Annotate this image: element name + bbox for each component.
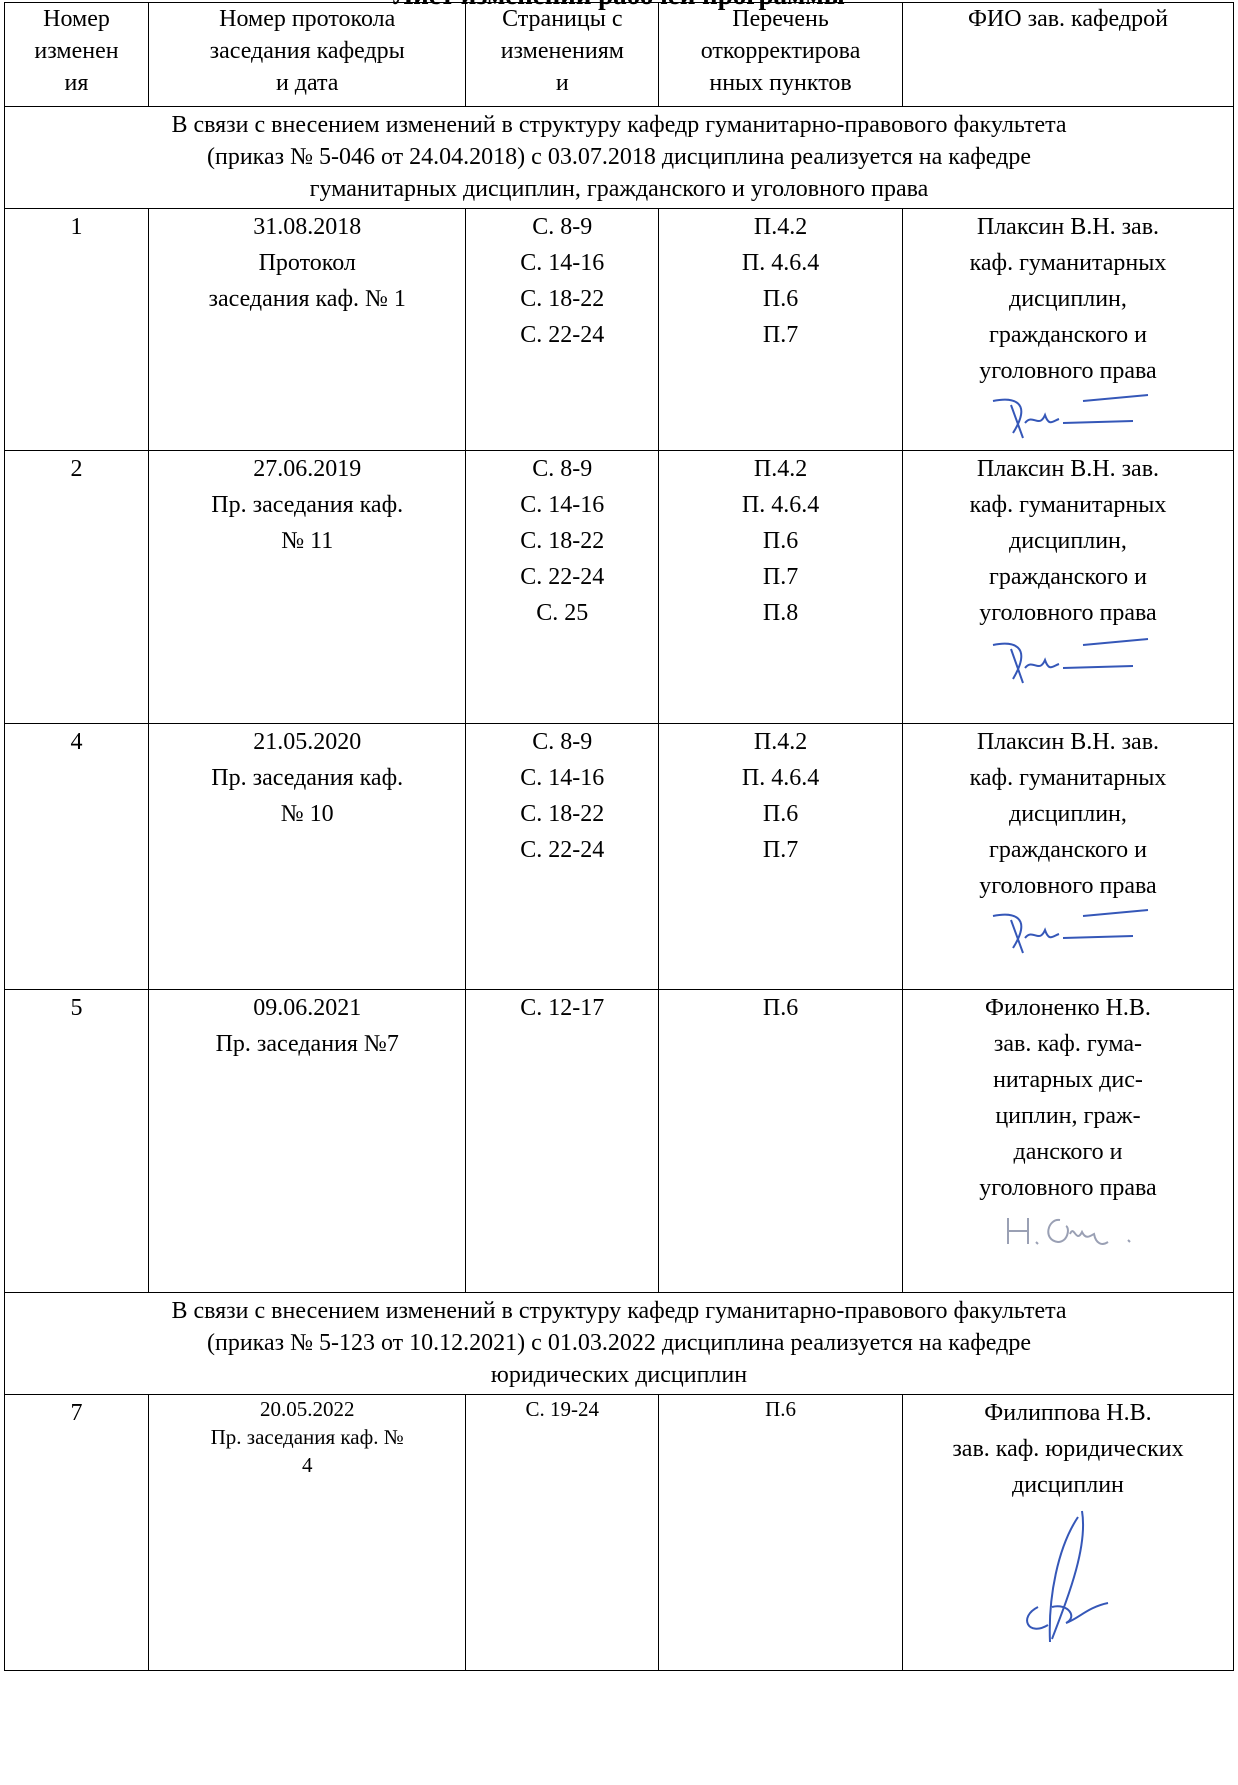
pages-cell: С. 12-17 — [465, 989, 660, 1293]
head-name: Филоненко Н.В. зав. каф. гума- нитарных … — [979, 995, 1157, 1201]
header-pages: Страницы с изменениям и — [465, 2, 660, 107]
header-number: Номер изменен ия — [4, 2, 149, 107]
head-cell: Плаксин В.Н. зав. каф. гуманитарных дисц… — [901, 450, 1235, 724]
change-number: 4 — [4, 723, 149, 990]
protocol-cell: 27.06.2019 Пр. заседания каф. № 11 — [147, 450, 467, 724]
protocol-cell: 21.05.2020 Пр. заседания каф. № 10 — [147, 723, 467, 990]
head-cell: Филиппова Н.В. зав. каф. юридических дис… — [901, 1394, 1235, 1671]
table-row: 5 09.06.2021 Пр. заседания №7 С. 12-17 П… — [4, 989, 1235, 1293]
pages-cell: С. 8-9 С. 14-16 С. 18-22 С. 22-24 — [465, 723, 660, 990]
head-cell: Плаксин В.Н. зав. каф. гуманитарных дисц… — [901, 723, 1235, 990]
header-row: Номер изменен ия Номер протокола заседан… — [4, 2, 1235, 107]
notice-text: В связи с внесением изменений в структур… — [4, 1292, 1234, 1395]
head-name: Плаксин В.Н. зав. каф. гуманитарных дисц… — [969, 456, 1167, 626]
notice-text: В связи с внесением изменений в структур… — [4, 106, 1234, 209]
signature-image — [1006, 1218, 1131, 1245]
change-number: 2 — [4, 450, 149, 724]
table-row: 7 20.05.2022 Пр. заседания каф. № 4 С. 1… — [4, 1394, 1235, 1671]
header-protocol: Номер протокола заседания кафедры и дата — [147, 2, 467, 107]
change-number: 7 — [4, 1394, 149, 1671]
change-number: 5 — [4, 989, 149, 1293]
notice-row: В связи с внесением изменений в структур… — [4, 106, 1234, 209]
notice-row: В связи с внесением изменений в структур… — [4, 1292, 1234, 1395]
protocol-cell: 20.05.2022 Пр. заседания каф. № 4 — [147, 1394, 467, 1671]
table-row: 2 27.06.2019 Пр. заседания каф. № 11 С. … — [4, 450, 1235, 724]
items-cell: П.4.2 П. 4.6.4 П.6 П.7 — [658, 208, 903, 451]
items-cell: П.6 — [658, 1394, 903, 1671]
head-name: Филиппова Н.В. зав. каф. юридических дис… — [952, 1400, 1184, 1498]
header-items: Перечень откорректирова нных пунктов — [658, 2, 903, 107]
table-row: 1 31.08.2018 Протокол заседания каф. № 1… — [4, 208, 1235, 451]
signature-image — [992, 909, 1149, 954]
signature-image — [1026, 1510, 1109, 1643]
head-name: Плаксин В.Н. зав. каф. гуманитарных дисц… — [969, 729, 1167, 899]
signature-image — [992, 394, 1149, 439]
head-cell: Плаксин В.Н. зав. каф. гуманитарных дисц… — [901, 208, 1235, 451]
items-cell: П.6 — [658, 989, 903, 1293]
header-head: ФИО зав. кафедрой — [901, 2, 1235, 107]
change-number: 1 — [4, 208, 149, 451]
head-name: Плаксин В.Н. зав. каф. гуманитарных дисц… — [969, 214, 1167, 384]
items-cell: П.4.2 П. 4.6.4 П.6 П.7 П.8 — [658, 450, 903, 724]
table-row: 4 21.05.2020 Пр. заседания каф. № 10 С. … — [4, 723, 1235, 990]
protocol-cell: 31.08.2018 Протокол заседания каф. № 1 — [147, 208, 467, 451]
items-cell: П.4.2 П. 4.6.4 П.6 П.7 — [658, 723, 903, 990]
pages-cell: С. 8-9 С. 14-16 С. 18-22 С. 22-24 С. 25 — [465, 450, 660, 724]
changes-table: Номер изменен ия Номер протокола заседан… — [4, 2, 1235, 1671]
pages-cell: С. 19-24 — [465, 1394, 660, 1671]
head-cell: Филоненко Н.В. зав. каф. гума- нитарных … — [901, 989, 1235, 1293]
protocol-cell: 09.06.2021 Пр. заседания №7 — [147, 989, 467, 1293]
signature-image — [992, 638, 1149, 684]
pages-cell: С. 8-9 С. 14-16 С. 18-22 С. 22-24 — [465, 208, 660, 451]
